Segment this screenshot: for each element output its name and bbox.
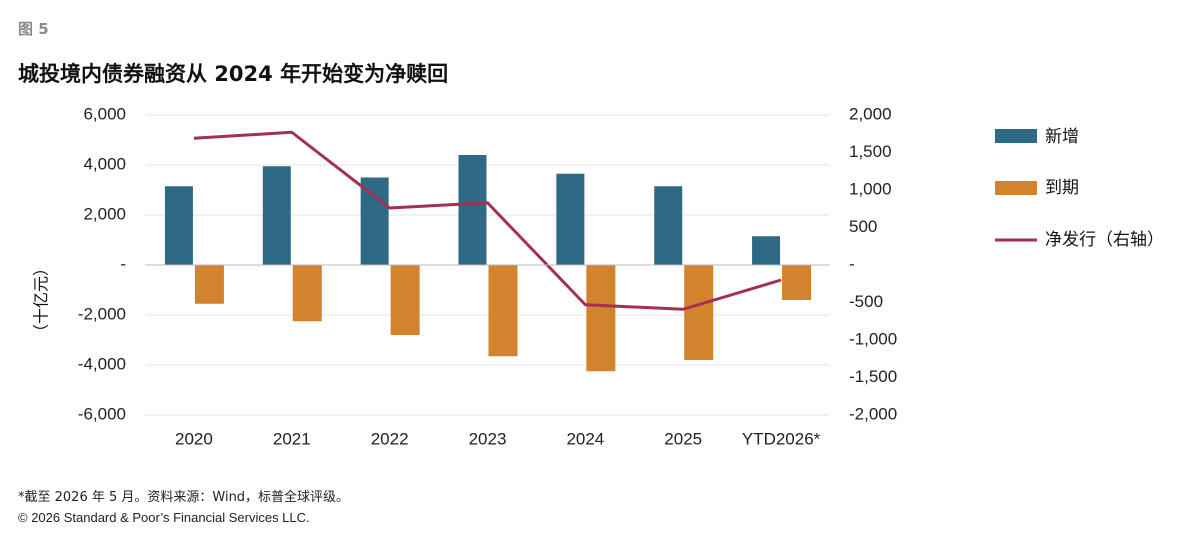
bar-maturity: [488, 265, 518, 357]
left-y-tick-label: -2,000: [78, 304, 126, 323]
left-y-tick-label: -: [120, 254, 126, 273]
right-y-tick-label: -1,000: [849, 329, 897, 348]
bar-new-issuance: [654, 186, 683, 265]
left-y-tick-label: -6,000: [78, 404, 126, 423]
bars: [164, 155, 812, 372]
legend-label-new: 新增: [1045, 127, 1079, 147]
bar-new-issuance: [360, 177, 389, 265]
figure-label: 图 5: [18, 20, 49, 38]
right-y-tick-label: -1,500: [849, 367, 897, 386]
legend-swatch-new: [995, 129, 1037, 143]
right-y-tick-label: 1,000: [849, 179, 892, 198]
right-y-tick-label: -2,000: [849, 404, 897, 423]
x-tick-label: 2022: [371, 429, 409, 448]
bar-maturity: [292, 265, 322, 322]
x-tick-label: 2020: [175, 429, 213, 448]
right-y-tick-label: -500: [849, 292, 883, 311]
bar-new-issuance: [556, 173, 585, 265]
legend-label-maturity: 到期: [1045, 178, 1079, 198]
x-tick-label: 2025: [664, 429, 702, 448]
right-y-tick-label: 500: [849, 217, 877, 236]
right-y-tick-label: 1,500: [849, 142, 892, 161]
bar-maturity: [194, 265, 224, 304]
left-y-tick-label: 2,000: [83, 204, 126, 223]
bar-maturity: [684, 265, 714, 360]
net-issuance-line-layer: [193, 130, 782, 311]
bar-new-issuance: [458, 155, 487, 265]
left-y-tick-label: 6,000: [83, 104, 126, 123]
bar-new-issuance: [262, 166, 291, 265]
legend-label-net: 净发行（右轴）: [1045, 230, 1164, 250]
bar-new-issuance: [752, 236, 781, 265]
left-y-tick-label: 4,000: [83, 154, 126, 173]
legend-swatch-maturity: [995, 181, 1037, 195]
left-y-tick-label: -4,000: [78, 354, 126, 373]
right-y-tick-label: 2,000: [849, 104, 892, 123]
bar-maturity: [586, 265, 616, 372]
gridlines: [145, 114, 830, 416]
bar-new-issuance: [164, 186, 193, 265]
x-tick-label: YTD2026*: [742, 429, 821, 448]
axes: 6,000 4,000 2,000 - -2,000 -4,000 -6,000 2,000 1…: [78, 104, 897, 448]
y-axis-label: （十亿元）: [32, 260, 51, 340]
x-tick-label: 2024: [566, 429, 604, 448]
right-y-tick-label: -: [849, 254, 855, 273]
copyright: © 2026 Standard & Poor’s Financial Servi…: [18, 510, 310, 525]
chart-title: 城投境内债券融资从 2024 年开始变为净赎回: [18, 62, 449, 86]
bar-maturity: [782, 265, 812, 300]
x-tick-label: 2021: [273, 429, 311, 448]
footnote: *截至 2026 年 5 月。资料来源：Wind，标普全球评级。: [18, 490, 350, 505]
bar-maturity: [390, 265, 420, 335]
x-tick-label: 2023: [469, 429, 507, 448]
